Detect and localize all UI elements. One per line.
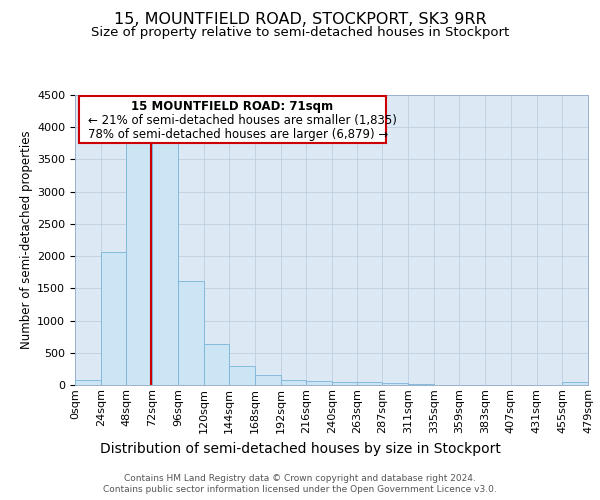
Bar [178,280,203,385]
Text: 15 MOUNTFIELD ROAD: 71sqm: 15 MOUNTFIELD ROAD: 71sqm [131,100,334,112]
Bar [127,142,152,385]
Bar [281,380,307,385]
Text: 78% of semi-detached houses are larger (6,879) →: 78% of semi-detached houses are larger (… [88,128,388,141]
FancyBboxPatch shape [79,96,386,144]
Text: Distribution of semi-detached houses by size in Stockport: Distribution of semi-detached houses by … [100,442,500,456]
Bar [152,142,178,385]
Bar [408,384,434,385]
Y-axis label: Number of semi-detached properties: Number of semi-detached properties [20,130,33,350]
Bar [382,383,408,385]
Bar [356,382,382,385]
Text: Size of property relative to semi-detached houses in Stockport: Size of property relative to semi-detach… [91,26,509,39]
Text: Contains public sector information licensed under the Open Government Licence v3: Contains public sector information licen… [103,485,497,494]
Text: ← 21% of semi-detached houses are smaller (1,835): ← 21% of semi-detached houses are smalle… [88,114,397,127]
Bar [229,366,255,385]
Bar [75,380,101,385]
Bar [203,344,229,385]
Bar [101,252,127,385]
Bar [307,381,332,385]
Text: 15, MOUNTFIELD ROAD, STOCKPORT, SK3 9RR: 15, MOUNTFIELD ROAD, STOCKPORT, SK3 9RR [113,12,487,28]
Bar [255,376,281,385]
Text: Contains HM Land Registry data © Crown copyright and database right 2024.: Contains HM Land Registry data © Crown c… [124,474,476,483]
Bar [562,382,588,385]
Bar [332,382,356,385]
